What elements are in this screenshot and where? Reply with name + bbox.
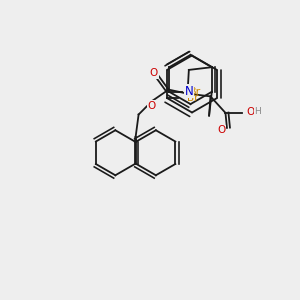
Text: O: O — [150, 68, 158, 78]
Text: O: O — [218, 125, 226, 135]
Text: OH: OH — [247, 107, 263, 117]
Text: O: O — [147, 101, 155, 111]
Text: Br: Br — [187, 93, 198, 103]
Text: Br: Br — [189, 87, 201, 97]
Text: H: H — [255, 107, 261, 116]
Text: N: N — [184, 85, 194, 98]
